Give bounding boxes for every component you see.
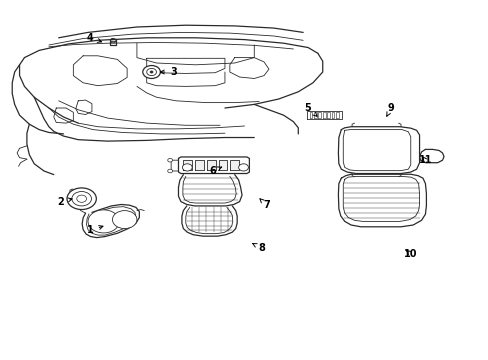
Circle shape: [167, 169, 172, 173]
Circle shape: [77, 195, 86, 202]
Text: 5: 5: [304, 103, 316, 116]
Polygon shape: [182, 206, 237, 236]
Text: 2: 2: [58, 197, 72, 207]
Polygon shape: [218, 160, 227, 170]
Polygon shape: [183, 160, 192, 170]
Text: 3: 3: [160, 67, 177, 77]
Circle shape: [182, 164, 192, 171]
Text: 1: 1: [87, 225, 103, 235]
Text: 4: 4: [87, 33, 102, 43]
Polygon shape: [206, 160, 215, 170]
Circle shape: [112, 211, 137, 229]
Text: 7: 7: [259, 199, 269, 210]
Circle shape: [67, 188, 96, 210]
Circle shape: [146, 68, 156, 76]
Text: 11: 11: [418, 155, 431, 165]
Polygon shape: [178, 157, 249, 174]
Text: 10: 10: [403, 249, 417, 259]
Polygon shape: [110, 39, 116, 45]
Text: 9: 9: [386, 103, 394, 116]
Circle shape: [142, 66, 160, 78]
Text: 6: 6: [209, 166, 221, 176]
Polygon shape: [73, 56, 127, 86]
Circle shape: [150, 71, 153, 73]
Circle shape: [72, 192, 91, 206]
Polygon shape: [343, 130, 410, 171]
Circle shape: [167, 158, 172, 162]
Polygon shape: [110, 39, 116, 43]
Polygon shape: [76, 100, 92, 114]
Polygon shape: [178, 175, 242, 206]
Polygon shape: [338, 127, 419, 174]
Polygon shape: [146, 58, 224, 73]
Polygon shape: [229, 58, 268, 78]
Polygon shape: [82, 204, 139, 238]
Circle shape: [88, 210, 119, 233]
Polygon shape: [54, 108, 73, 123]
Polygon shape: [419, 149, 443, 163]
Polygon shape: [306, 111, 342, 119]
Polygon shape: [338, 174, 426, 227]
Circle shape: [238, 164, 248, 171]
Polygon shape: [195, 160, 203, 170]
Text: 8: 8: [252, 243, 264, 253]
Polygon shape: [230, 160, 239, 170]
